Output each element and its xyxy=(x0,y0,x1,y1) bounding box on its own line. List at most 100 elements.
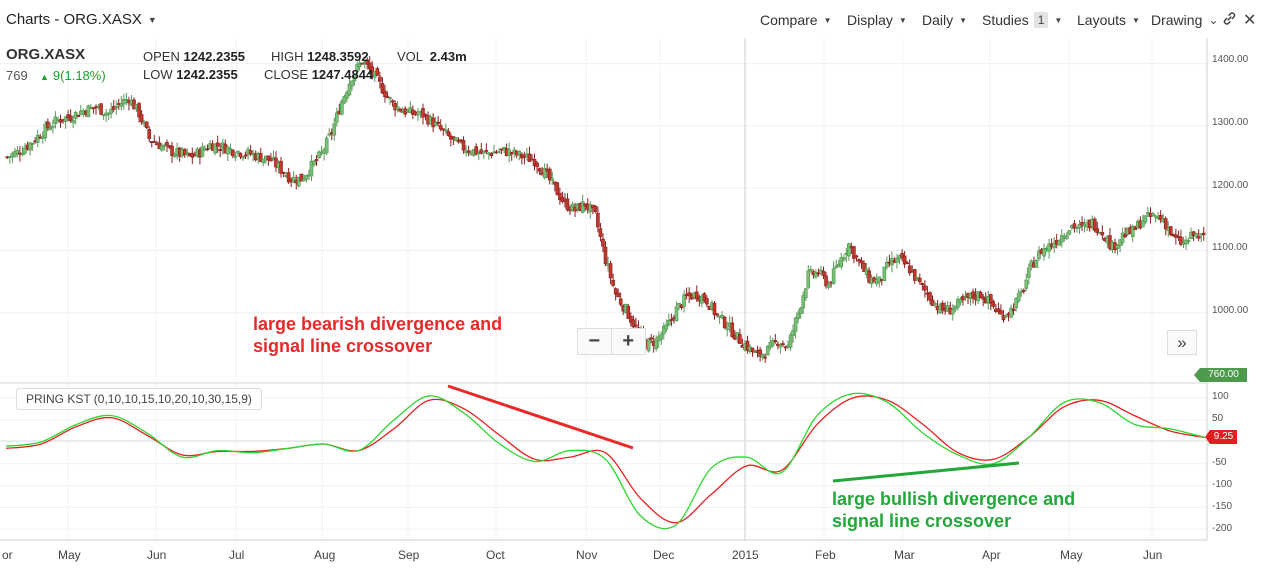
bearish-divergence-line xyxy=(447,384,634,450)
candle-body xyxy=(499,148,504,151)
candle-body xyxy=(144,121,149,129)
candle-body xyxy=(1153,215,1158,218)
link-icon[interactable] xyxy=(1222,11,1237,30)
open-label: OPEN xyxy=(143,49,180,64)
candle-body xyxy=(1014,297,1018,309)
menu-compare[interactable]: Compare ▼ xyxy=(760,12,832,28)
arrow-up-icon: ▲ xyxy=(40,72,49,82)
price-change: ▲ 9(1.18%) xyxy=(40,68,106,83)
chart-title[interactable]: Charts - ORG.XASX ▼ xyxy=(6,11,157,28)
menu-studies[interactable]: Studies 1 ▼ xyxy=(982,12,1062,28)
candle-body xyxy=(421,108,425,118)
candle-body xyxy=(51,125,55,128)
chart-canvas[interactable] xyxy=(0,38,1269,582)
candle-body xyxy=(1174,234,1178,238)
high-value: 1248.3592 xyxy=(307,49,369,64)
candle-body xyxy=(1004,315,1008,318)
candle-body xyxy=(857,259,861,262)
candle-body xyxy=(243,154,248,157)
candle-body xyxy=(1016,292,1021,302)
candle-body xyxy=(28,142,32,151)
candle-body xyxy=(814,271,818,278)
menu-layouts[interactable]: Layouts ▼ xyxy=(1077,12,1140,28)
candle-body xyxy=(357,62,362,68)
candle-body xyxy=(46,121,50,129)
candle-body xyxy=(413,111,418,115)
zoom-in-button[interactable]: + xyxy=(622,330,635,352)
zoom-controls: − + xyxy=(577,328,646,355)
candle-body xyxy=(236,150,240,154)
candle-body xyxy=(1151,213,1155,216)
candle-body xyxy=(324,137,329,154)
candle-body xyxy=(352,73,357,82)
candle-body xyxy=(596,212,600,228)
candle-body xyxy=(803,288,808,299)
candle-body xyxy=(801,295,806,309)
candle-body xyxy=(715,313,719,316)
candle-body xyxy=(114,106,119,109)
candle-body xyxy=(809,268,813,271)
candle-body xyxy=(626,305,631,319)
bullish-divergence-line xyxy=(832,461,1020,483)
candle-body xyxy=(631,319,636,328)
candle-body xyxy=(48,127,53,130)
menu-drawing[interactable]: Drawing ⌄ xyxy=(1151,12,1218,28)
candle-body xyxy=(340,101,344,115)
candle-body xyxy=(1067,230,1072,235)
candle-body xyxy=(350,80,354,87)
vol-label: VOL xyxy=(397,49,423,64)
high-label: HIGH xyxy=(271,49,304,64)
menu-display[interactable]: Display ▼ xyxy=(847,12,907,28)
candle-body xyxy=(347,83,352,96)
candle-body xyxy=(1141,220,1145,228)
candle-body xyxy=(226,146,230,155)
candle-body xyxy=(1133,226,1138,230)
candle-body xyxy=(1072,223,1077,229)
study-label[interactable]: PRING KST (0,10,10,15,10,20,10,30,15,9) xyxy=(16,388,262,410)
time-tick: Mar xyxy=(894,548,915,562)
candle-body xyxy=(603,246,608,265)
last-price: 769 xyxy=(6,68,28,83)
candle-body xyxy=(912,269,917,281)
candle-body xyxy=(847,243,851,257)
menu-interval[interactable]: Daily ▼ xyxy=(922,12,967,28)
candle-body xyxy=(542,168,547,179)
candle-body xyxy=(611,279,615,286)
candle-body xyxy=(958,298,963,303)
time-tick: 2015 xyxy=(732,548,759,562)
candle-body xyxy=(86,105,91,118)
time-tick: May xyxy=(58,548,81,562)
time-tick: or xyxy=(2,548,13,562)
candle-body xyxy=(841,257,846,261)
candle-body xyxy=(839,257,844,268)
bullish-annotation: large bullish divergence and signal line… xyxy=(832,489,1076,531)
candle-body xyxy=(907,265,912,274)
candle-body xyxy=(702,293,707,302)
price-change-value: 9(1.18%) xyxy=(52,68,106,83)
candle-body xyxy=(466,150,471,153)
candle-body xyxy=(1186,240,1191,242)
candle-body xyxy=(712,302,717,316)
candle-body xyxy=(895,258,899,263)
candle-body xyxy=(484,149,489,152)
candle-body xyxy=(593,205,598,212)
candle-body xyxy=(238,153,243,158)
bearish-annotation: large bearish divergence and signal line… xyxy=(253,314,503,356)
scroll-to-end-button[interactable]: » xyxy=(1167,330,1197,355)
candle-body xyxy=(999,310,1003,315)
close-icon[interactable]: ✕ xyxy=(1243,12,1257,29)
candle-body xyxy=(961,295,965,301)
menu-compare-label: Compare xyxy=(760,12,818,28)
candle-body xyxy=(646,338,651,352)
candle-body xyxy=(971,291,975,299)
candle-body xyxy=(454,137,458,142)
candle-body xyxy=(360,62,364,65)
candle-body xyxy=(682,294,686,308)
candle-body xyxy=(1077,224,1082,229)
zoom-out-button[interactable]: − xyxy=(578,329,612,354)
candle-body xyxy=(930,299,935,306)
candle-body xyxy=(365,59,370,65)
candle-body xyxy=(760,353,765,358)
kst-tick: -150 xyxy=(1212,501,1233,512)
price-tick: 1100.00 xyxy=(1212,242,1248,253)
